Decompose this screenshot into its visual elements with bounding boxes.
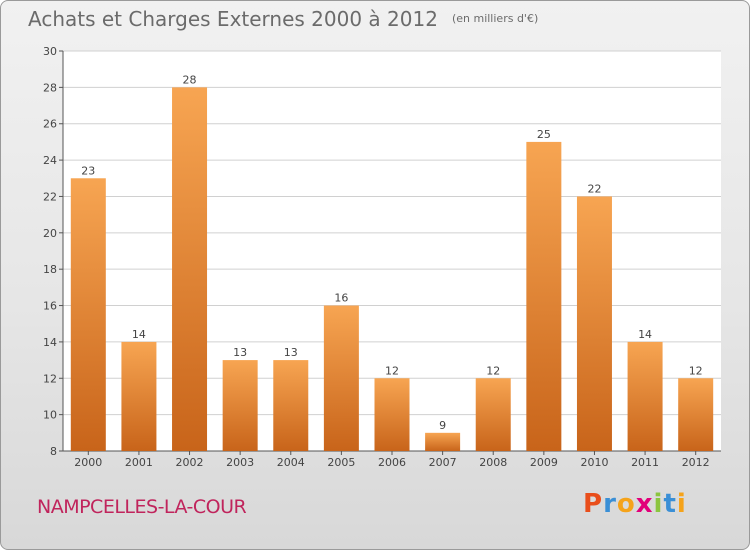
y-tick-label: 20 — [43, 227, 57, 240]
bar — [172, 87, 208, 451]
chart-title-text: Achats et Charges Externes 2000 à 2012 — [28, 7, 438, 31]
logo-letter: x — [635, 489, 654, 519]
x-tick-label: 2007 — [429, 456, 457, 469]
data-label: 22 — [587, 182, 601, 195]
bar — [374, 378, 410, 451]
logo-letter: t — [663, 489, 677, 519]
y-tick-label: 10 — [43, 409, 57, 422]
chart-title: Achats et Charges Externes 2000 à 2012 (e… — [28, 7, 538, 31]
data-label: 9 — [439, 419, 446, 432]
bar — [576, 196, 612, 451]
bar — [678, 378, 714, 451]
data-label: 28 — [183, 73, 197, 86]
commune-name: NAMPCELLES-LA-COUR — [37, 496, 247, 518]
y-tick-label: 12 — [43, 372, 57, 385]
x-tick-label: 2008 — [479, 456, 507, 469]
logo-letter: i — [676, 489, 687, 519]
x-tick-label: 2002 — [176, 456, 204, 469]
y-tick-label: 16 — [43, 300, 57, 313]
y-tick-label: 14 — [43, 336, 57, 349]
bar — [273, 360, 309, 451]
data-label: 12 — [689, 364, 703, 377]
y-tick-label: 28 — [43, 81, 57, 94]
data-label: 14 — [132, 328, 146, 341]
x-tick-label: 2003 — [226, 456, 254, 469]
data-label: 13 — [233, 346, 247, 359]
x-tick-label: 2004 — [277, 456, 305, 469]
logo-letter: o — [616, 489, 636, 519]
proxiti-logo: Proxiti — [583, 489, 687, 519]
x-tick-label: 2005 — [327, 456, 355, 469]
x-tick-label: 2000 — [74, 456, 102, 469]
x-tick-label: 2012 — [682, 456, 710, 469]
bar — [526, 141, 562, 451]
data-label: 13 — [284, 346, 298, 359]
y-tick-label: 26 — [43, 118, 57, 131]
data-label: 25 — [537, 128, 551, 141]
bar — [475, 378, 511, 451]
y-tick-label: 22 — [43, 190, 57, 203]
x-tick-label: 2009 — [530, 456, 558, 469]
bar — [425, 432, 461, 451]
data-label: 16 — [334, 292, 348, 305]
data-label: 12 — [486, 364, 500, 377]
bar — [70, 178, 106, 452]
bar — [323, 305, 359, 451]
bar — [121, 341, 157, 451]
y-tick-label: 8 — [50, 445, 57, 458]
y-tick-label: 24 — [43, 154, 57, 167]
logo-letter: i — [653, 489, 664, 519]
bar — [627, 341, 663, 451]
x-tick-label: 2006 — [378, 456, 406, 469]
chart-subtitle: (en milliers d'€) — [451, 12, 539, 25]
logo-letter: P — [583, 489, 604, 519]
bar — [222, 360, 258, 451]
y-tick-label: 30 — [43, 45, 57, 58]
data-label: 12 — [385, 364, 399, 377]
x-tick-label: 2010 — [580, 456, 608, 469]
y-tick-label: 18 — [43, 263, 57, 276]
logo-letter: r — [603, 489, 617, 519]
x-tick-label: 2001 — [125, 456, 153, 469]
x-tick-label: 2011 — [631, 456, 659, 469]
data-label: 14 — [638, 328, 652, 341]
data-label: 23 — [81, 164, 95, 177]
